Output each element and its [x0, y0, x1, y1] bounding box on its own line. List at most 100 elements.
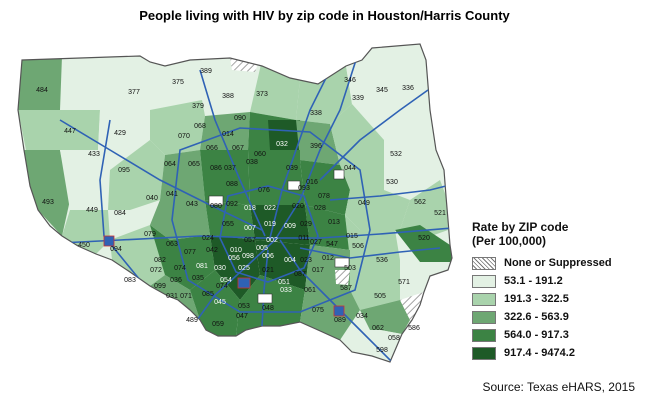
- highway-288: [261, 249, 269, 327]
- legend-item: 322.6 - 563.9: [472, 308, 647, 326]
- zip-label: 080: [210, 203, 222, 210]
- zip-label: 571: [398, 279, 410, 286]
- zip-labels: 389 375 373 388 379 346 345 339 336 338 484 377 447 4…: [36, 68, 446, 354]
- zip-label: 002: [266, 237, 278, 244]
- legend-subtitle: (Per 100,000): [472, 234, 547, 248]
- zip-label: 373: [256, 91, 268, 98]
- zip-label: 065: [188, 161, 200, 168]
- zip-label: 023: [300, 257, 312, 264]
- zip-label: 089: [334, 317, 346, 324]
- zip-label: 375: [172, 79, 184, 86]
- zip-label: 078: [318, 193, 330, 200]
- zip-label: 034: [356, 313, 368, 320]
- highway-shield-225: [334, 257, 350, 268]
- legend-label: 564.0 - 917.3: [504, 329, 569, 341]
- zip-area: [372, 44, 430, 140]
- zip-label: 396: [310, 143, 322, 150]
- zip-label: 011: [298, 235, 309, 242]
- zip-area: [255, 240, 310, 290]
- interstate-shield-10: [103, 235, 115, 247]
- zip-label: 062: [372, 325, 384, 332]
- highway-shields: [103, 169, 350, 317]
- zip-label: 099: [154, 283, 166, 290]
- legend-item: 191.3 - 322.5: [472, 290, 647, 308]
- zip-area: [345, 190, 410, 230]
- zip-label: 029: [300, 221, 312, 228]
- zip-label: 024: [202, 235, 214, 242]
- zip-label: 520: [418, 235, 430, 242]
- zip-label: 036: [170, 277, 182, 284]
- zip-label: 338: [310, 110, 322, 117]
- zip-area: [140, 56, 202, 110]
- zip-label: 493: [42, 199, 54, 206]
- zip-label: 379: [192, 103, 204, 110]
- zip-area: [400, 260, 452, 300]
- zip-label: 095: [118, 167, 130, 174]
- zip-area: [108, 140, 165, 210]
- highway-290: [59, 119, 263, 231]
- zip-label: 021: [262, 267, 274, 274]
- zip-label: 085: [202, 291, 214, 298]
- legend-rows: None or Suppressed 53.1 - 191.2 191.3 - 32…: [472, 254, 647, 362]
- zip-area: [160, 150, 205, 215]
- zip-label: 484: [36, 87, 48, 94]
- zip-label: 031: [166, 293, 178, 300]
- zip-area: [345, 215, 400, 260]
- zip-label: 086: [210, 165, 222, 172]
- zip-label: 547: [326, 241, 338, 248]
- zip-label: 061: [304, 287, 316, 294]
- legend-item: 53.1 - 191.2: [472, 272, 647, 290]
- zip-label: 346: [344, 77, 356, 84]
- zip-label: 032: [276, 141, 288, 148]
- zip-label: 015: [346, 233, 358, 240]
- zip-label: 020: [292, 203, 304, 210]
- zip-label: 088: [226, 181, 238, 188]
- zip-label: 039: [286, 165, 298, 172]
- zip-label: 035: [192, 275, 204, 282]
- zip-area: [150, 275, 200, 320]
- zip-label: 016: [306, 179, 318, 186]
- zip-label: 536: [376, 257, 388, 264]
- zip-area: [230, 58, 260, 72]
- legend-swatch: [472, 274, 496, 288]
- zip-label: 093: [298, 185, 310, 192]
- zip-label: 010: [230, 247, 242, 254]
- zip-label: 071: [180, 293, 192, 300]
- highway-610: [219, 185, 319, 283]
- zip-label: 066: [206, 145, 218, 152]
- highway-shield-290: [208, 195, 224, 206]
- zip-area: [350, 250, 400, 310]
- zip-label: 037: [224, 165, 236, 172]
- zip-label: 070: [178, 133, 190, 140]
- zip-area: [60, 150, 110, 210]
- zip-label: 056: [228, 255, 240, 262]
- legend-label: 191.3 - 322.5: [504, 293, 569, 305]
- zip-label: 063: [166, 241, 178, 248]
- zip-area: [205, 200, 255, 240]
- legend-title: Rate by ZIP code: [472, 220, 569, 234]
- zip-area: [340, 330, 402, 362]
- zip-label: 019: [264, 221, 276, 228]
- legend-item: 917.4 - 9474.2: [472, 344, 647, 362]
- zip-area: [18, 110, 100, 150]
- highways: [39, 59, 452, 362]
- zip-label: 014: [222, 131, 234, 138]
- zip-label: 094: [110, 246, 122, 253]
- zip-label: 339: [352, 95, 364, 102]
- zip-label: 521: [434, 210, 446, 217]
- legend-label: 917.4 - 9474.2: [504, 347, 575, 359]
- zip-label: 389: [200, 68, 212, 75]
- zip-label: 092: [226, 201, 238, 208]
- zip-label: 586: [408, 325, 420, 332]
- zip-label: 022: [264, 205, 276, 212]
- zip-label: 530: [386, 179, 398, 186]
- highway-northeast: [319, 89, 429, 181]
- zip-label: 067: [232, 145, 244, 152]
- highway-shield-288: [257, 293, 273, 304]
- zip-area: [24, 150, 70, 236]
- zip-area: [300, 290, 360, 340]
- highway-225: [299, 247, 441, 259]
- zip-label: 048: [262, 305, 274, 312]
- legend-label: None or Suppressed: [504, 257, 612, 269]
- zip-area: [200, 112, 250, 150]
